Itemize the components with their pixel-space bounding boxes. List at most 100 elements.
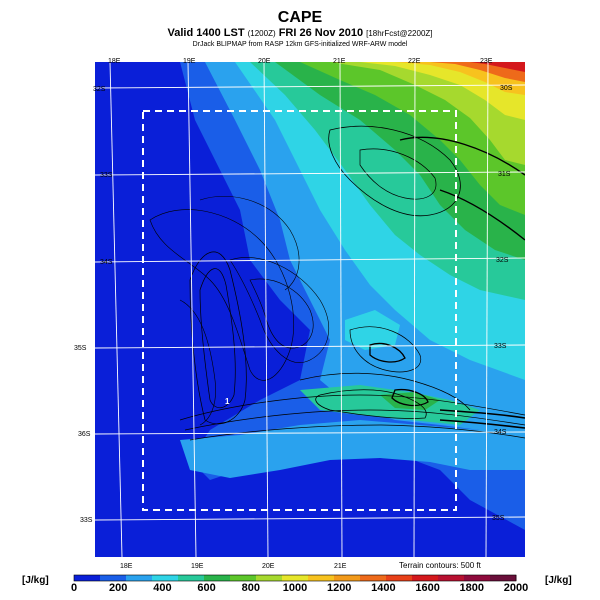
colorbar-swatch: [386, 575, 413, 581]
terrain-contour-peak: [369, 342, 406, 363]
parallel-line: [94, 431, 526, 435]
cape-mid-cell: [345, 310, 400, 350]
meridian-line: [413, 61, 416, 558]
terrain-contour-bold: [439, 419, 525, 429]
colorbar-swatch: [126, 575, 153, 581]
colorbar-swatch: [100, 575, 127, 581]
valid-time-line: Valid 1400 LST (1200Z) FRI 26 Nov 2010 […: [0, 27, 600, 39]
valid-date: FRI 26 Nov 2010: [278, 27, 364, 39]
colorbar-swatch: [282, 575, 309, 581]
valid-time: Valid 1400 LST: [167, 27, 245, 39]
meridian-line: [109, 61, 123, 558]
colorbar-swatch: [360, 575, 387, 581]
cape-south-core: [380, 392, 440, 410]
terrain-contour: [229, 257, 329, 363]
parallel-line: [94, 257, 526, 263]
lat-label: 34S: [494, 429, 507, 436]
terrain-contours: [149, 125, 525, 441]
colorbar: 0 200 400 600 800 1000 1200 1400 1600 1800 2000: [71, 574, 528, 594]
lat-label: 33S: [100, 172, 113, 179]
bottom-lon-labels: 18E 19E 20E 21E: [120, 563, 347, 570]
parallel-line: [94, 344, 526, 349]
terrain-contour: [179, 299, 216, 426]
meridian-line: [263, 61, 269, 558]
terrain-contour: [359, 148, 437, 200]
lat-label: 35S: [74, 345, 87, 352]
colorbar-tick-label: 1000: [283, 582, 307, 594]
colorbar-tick-label: 1600: [415, 582, 439, 594]
terrain-contour-bold: [439, 409, 525, 419]
right-lat-labels: 30S 31S 32S 33S 34S 35S: [492, 85, 513, 522]
lat-lon-grid: [94, 61, 526, 558]
map-title: CAPE: [277, 9, 323, 26]
parallel-line: [94, 516, 526, 521]
valid-utc: (1200Z): [247, 29, 276, 38]
colorbar-swatch: [308, 575, 335, 581]
colorbar-tick-label: 800: [242, 582, 260, 594]
colorbar-tick-label: 400: [153, 582, 171, 594]
inner-domain-box: [142, 110, 457, 511]
colorbar-swatch: [464, 575, 491, 581]
colorbar-frame: [73, 574, 517, 582]
lon-label: 19E: [191, 563, 204, 570]
colorbar-swatch: [152, 575, 179, 581]
colorbar-tick-label: 1400: [371, 582, 395, 594]
colorbar-swatch: [256, 575, 283, 581]
colorbar-swatch: [74, 575, 101, 581]
lon-label: 20E: [262, 563, 275, 570]
parallel-line: [94, 84, 526, 89]
colorbar-tick-label: 600: [197, 582, 215, 594]
parallel-line: [94, 171, 526, 176]
lat-label: 33S: [80, 517, 93, 524]
colorbar-swatch: [438, 575, 465, 581]
lon-label: 20E: [258, 58, 271, 65]
lon-label: 23E: [480, 58, 493, 65]
forecast-hour: [18hrFcst@2200Z]: [366, 29, 433, 38]
lat-label: 30S: [500, 85, 513, 92]
colorbar-swatch: [334, 575, 361, 581]
colorbar-swatch: [204, 575, 231, 581]
colorbar-swatch: [178, 575, 205, 581]
lon-label: 22E: [408, 58, 421, 65]
top-lon-labels: 18E 19E 20E 21E 22E 23E: [108, 58, 493, 65]
site-marker: 1: [225, 397, 230, 406]
meridian-line: [339, 61, 343, 558]
meridian-line: [187, 61, 197, 558]
lon-label: 21E: [333, 58, 346, 65]
cape-coastal-band: [180, 420, 525, 478]
colorbar-swatch: [490, 575, 517, 581]
terrain-contour: [315, 389, 427, 419]
colorbar-swatch: [230, 575, 257, 581]
colorbar-unit-right: [J/kg]: [545, 575, 572, 586]
terrain-contour: [184, 409, 525, 431]
lat-label: 35S: [492, 515, 505, 522]
lon-label: 18E: [108, 58, 121, 65]
terrain-contour: [149, 209, 295, 381]
colorbar-tick-label: 1200: [327, 582, 351, 594]
lat-label: 32S: [496, 257, 509, 264]
meridian-line: [485, 61, 489, 558]
colorbar-tick-label: 200: [109, 582, 127, 594]
terrain-contour-peak: [391, 388, 429, 407]
lat-label: 32S: [93, 86, 106, 93]
colorbar-unit-left: [J/kg]: [22, 575, 49, 586]
colorbar-tick-label: 1800: [460, 582, 484, 594]
colorbar-tick-label: 0: [71, 582, 77, 594]
lon-label: 18E: [120, 563, 133, 570]
model-credit: DrJack BLIPMAP from RASP 12km GFS-initia…: [192, 41, 408, 48]
lat-label: 36S: [78, 431, 91, 438]
terrain-contour: [199, 195, 300, 291]
lat-label: 31S: [498, 171, 511, 178]
terrain-contour: [249, 278, 314, 349]
colorbar-swatch: [412, 575, 439, 581]
terrain-contour: [328, 125, 461, 217]
colorbar-tick-label: 2000: [504, 582, 528, 594]
lat-label: 34S: [100, 259, 113, 266]
cape-1600-zone: [470, 62, 525, 72]
lat-label: 33S: [494, 343, 507, 350]
mid-lat-labels: 33S: [80, 517, 93, 524]
terrain-contour: [179, 394, 525, 421]
lon-label: 19E: [183, 58, 196, 65]
